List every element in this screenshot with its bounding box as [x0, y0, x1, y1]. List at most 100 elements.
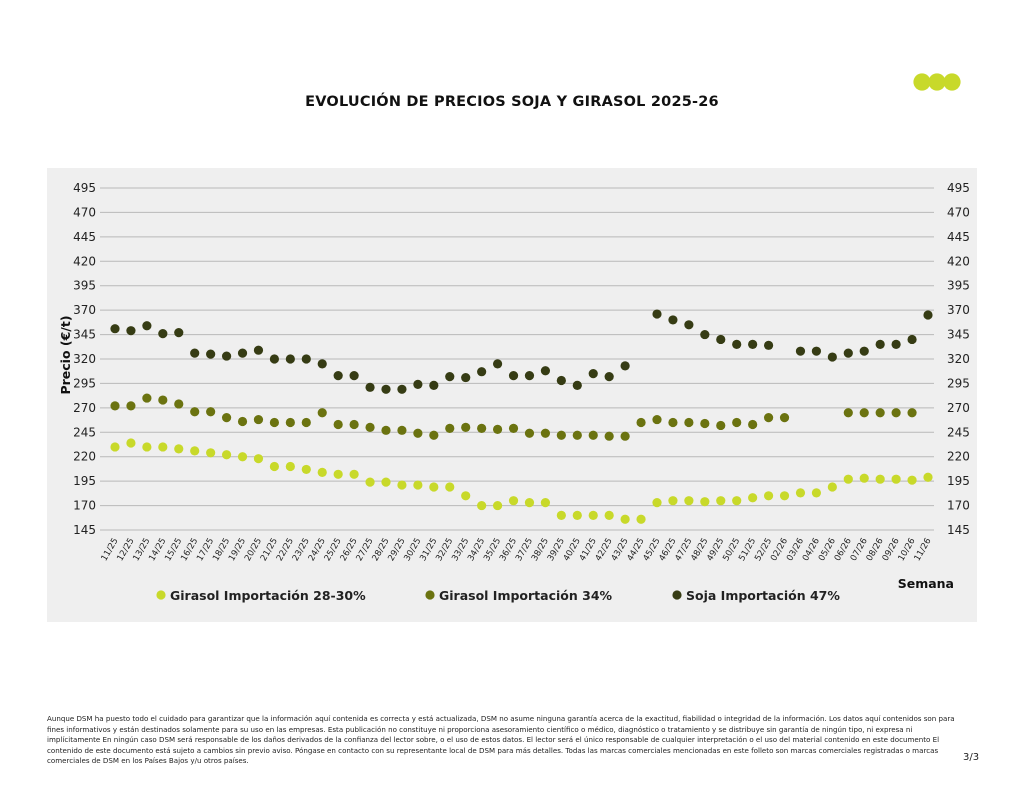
data-point — [349, 419, 359, 430]
data-point — [859, 473, 869, 483]
data-point — [492, 424, 503, 434]
data-point — [572, 380, 582, 390]
y-tick-label-right: 245 — [947, 425, 970, 439]
y-axis-label: Precio (€/t) — [58, 315, 73, 394]
y-tick-label-left: 220 — [73, 450, 96, 464]
y-tick-label-right: 220 — [947, 450, 970, 464]
y-tick-label-left: 170 — [73, 499, 96, 513]
data-point — [158, 395, 168, 405]
data-point — [604, 510, 614, 520]
data-point — [668, 417, 678, 428]
data-point — [206, 407, 216, 417]
data-point — [859, 346, 869, 356]
data-point — [763, 491, 774, 501]
y-axis-right: 145 170 195 220 245 270 295 320 345 370 395 420 445 4… — [947, 181, 970, 537]
data-point — [110, 401, 120, 411]
data-point — [461, 422, 471, 432]
data-point — [508, 496, 519, 506]
data-point — [269, 354, 280, 364]
data-point — [572, 430, 582, 440]
data-point — [158, 442, 168, 452]
y-tick-label-right: 345 — [947, 328, 970, 342]
data-point — [907, 475, 917, 485]
data-point — [508, 371, 519, 381]
data-point — [923, 472, 933, 482]
grid-lines — [100, 187, 934, 531]
data-point — [763, 413, 774, 423]
data-point — [652, 309, 662, 319]
data-point — [524, 498, 535, 508]
y-tick-label-right: 270 — [947, 401, 970, 415]
y-tick-label-left: 445 — [73, 230, 96, 244]
data-point — [620, 361, 630, 371]
legend: Girasol Importación 28-30% Girasol Import… — [156, 588, 840, 603]
data-point — [269, 417, 280, 428]
y-tick-label-right: 195 — [947, 474, 970, 488]
legend-marker — [672, 590, 682, 600]
data-point — [716, 496, 726, 506]
data-point — [716, 420, 726, 431]
data-point — [477, 423, 487, 433]
data-point — [636, 514, 646, 524]
data-point — [142, 442, 152, 452]
legend-label: Girasol Importación 34% — [439, 588, 613, 603]
data-point — [301, 354, 311, 364]
data-point — [652, 414, 662, 425]
data-point — [429, 482, 439, 492]
data-point — [237, 452, 248, 462]
y-tick-label-right: 445 — [947, 230, 970, 244]
data-point — [126, 438, 136, 448]
data-point — [190, 407, 200, 417]
data-point — [285, 354, 295, 364]
data-point — [349, 371, 359, 381]
y-tick-label-right: 320 — [947, 352, 970, 366]
y-tick-label-left: 245 — [73, 425, 96, 439]
page-number: 3/3 — [963, 752, 980, 763]
data-point — [875, 474, 885, 484]
data-point — [477, 367, 487, 377]
data-point — [620, 514, 630, 524]
data-point — [875, 408, 885, 418]
data-point — [126, 326, 136, 336]
data-point — [748, 339, 758, 349]
y-tick-label-left: 195 — [73, 474, 96, 488]
data-point — [891, 474, 901, 484]
data-point — [126, 401, 136, 411]
data-point — [142, 321, 152, 331]
data-point — [604, 431, 614, 441]
data-point — [110, 324, 120, 334]
data-point — [748, 419, 758, 430]
data-point — [827, 352, 837, 362]
data-point — [365, 422, 375, 432]
data-point — [333, 371, 343, 381]
data-point — [843, 474, 853, 484]
data-point — [732, 339, 742, 349]
data-point — [492, 359, 503, 369]
data-point — [891, 339, 901, 349]
data-point — [190, 348, 200, 358]
data-point — [540, 366, 551, 376]
data-point — [875, 339, 885, 349]
data-point — [429, 430, 439, 440]
y-tick-label-right: 470 — [947, 205, 970, 219]
data-point — [174, 399, 184, 409]
y-axis-left: 145 170 195 220 245 270 295 320 345 370 395 420 445 4… — [73, 181, 96, 537]
y-tick-label-right: 145 — [947, 523, 970, 537]
data-point — [237, 416, 248, 427]
data-point — [540, 498, 551, 508]
data-point — [413, 480, 423, 490]
data-point — [429, 380, 439, 390]
legend-marker — [425, 590, 435, 600]
data-point — [763, 340, 774, 350]
data-point — [779, 413, 790, 423]
data-point — [779, 491, 790, 501]
data-point — [540, 428, 551, 438]
data-point — [700, 497, 710, 507]
data-point — [397, 480, 407, 490]
data-point — [620, 431, 630, 441]
data-point — [174, 328, 184, 338]
data-point — [221, 413, 232, 423]
data-point — [923, 310, 933, 320]
data-point — [253, 345, 264, 355]
data-point — [684, 320, 694, 330]
